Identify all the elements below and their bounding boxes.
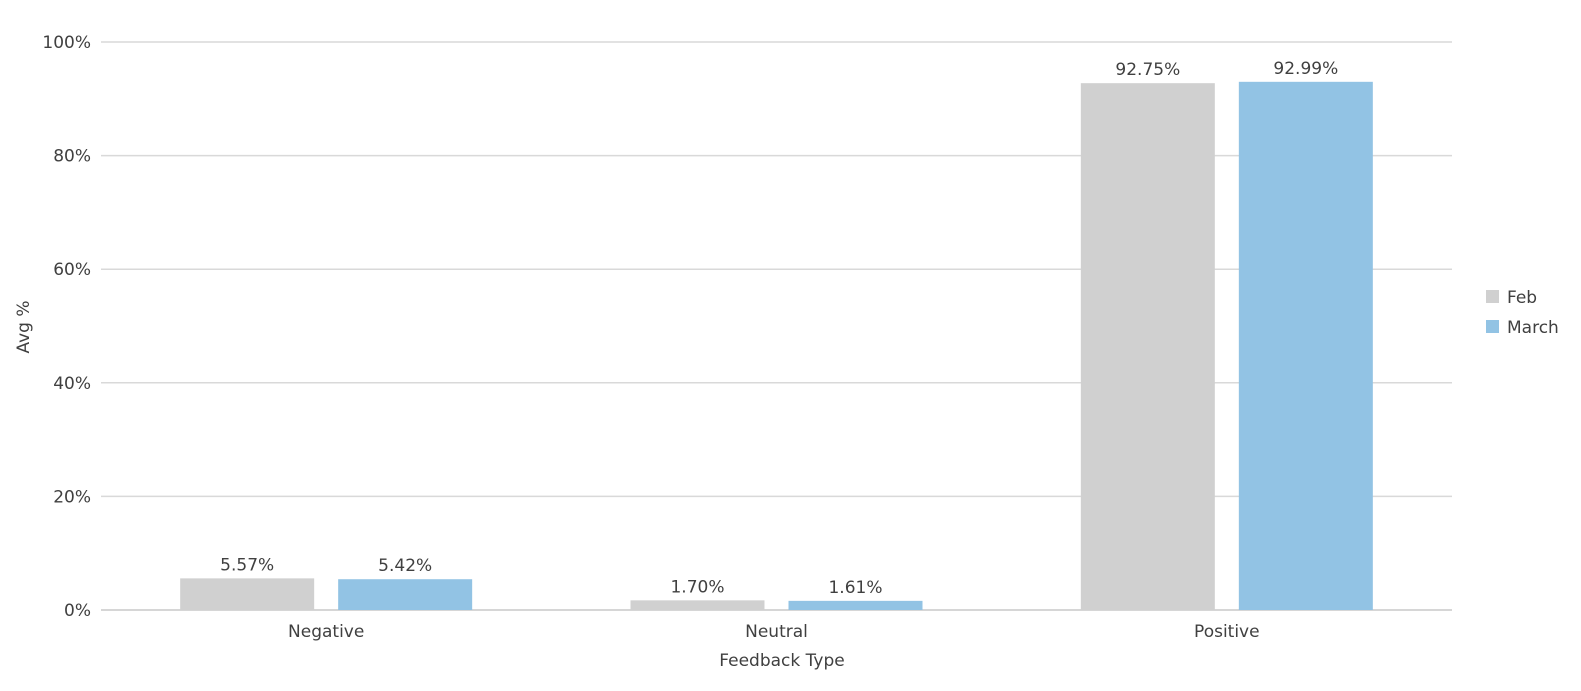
bar-march-negative[interactable] <box>338 579 473 610</box>
x-tick-label: Positive <box>1194 622 1260 642</box>
y-tick-label: 80% <box>53 147 91 167</box>
x-axis-ticks: Negative Neutral Positive <box>288 622 1260 642</box>
y-axis-title: Avg % <box>14 300 34 353</box>
data-label: 92.99% <box>1273 59 1338 79</box>
y-tick-label: 20% <box>53 487 91 507</box>
legend-swatch-feb[interactable] <box>1486 290 1499 303</box>
data-labels: 5.57% 5.42% 1.70% 1.61% 92.75% 92.99% <box>220 59 1338 598</box>
bar-march-positive[interactable] <box>1238 81 1373 611</box>
legend: Feb March <box>1486 288 1559 338</box>
bar-feb-negative[interactable] <box>180 578 315 610</box>
y-tick-label: 60% <box>53 260 91 280</box>
data-label: 5.57% <box>220 555 274 575</box>
data-label: 1.61% <box>828 578 882 598</box>
x-tick-label: Negative <box>288 622 364 642</box>
y-tick-label: 0% <box>64 601 91 621</box>
legend-swatch-march[interactable] <box>1486 320 1499 333</box>
x-tick-label: Neutral <box>745 622 808 642</box>
bar-feb-neutral[interactable] <box>630 600 765 610</box>
data-label: 92.75% <box>1115 60 1180 80</box>
data-label: 5.42% <box>378 556 432 576</box>
x-axis-title: Feedback Type <box>719 651 844 671</box>
bar-feb-positive[interactable] <box>1080 83 1215 611</box>
y-tick-label: 100% <box>42 33 91 53</box>
gridlines <box>101 41 1452 611</box>
legend-label-march[interactable]: March <box>1507 318 1559 338</box>
y-axis-ticks: 0% 20% 40% 60% 80% 100% <box>42 33 91 621</box>
y-tick-label: 40% <box>53 374 91 394</box>
legend-label-feb[interactable]: Feb <box>1507 288 1537 308</box>
bars <box>180 81 1373 611</box>
bar-march-neutral[interactable] <box>788 600 923 610</box>
data-label: 1.70% <box>670 577 724 597</box>
